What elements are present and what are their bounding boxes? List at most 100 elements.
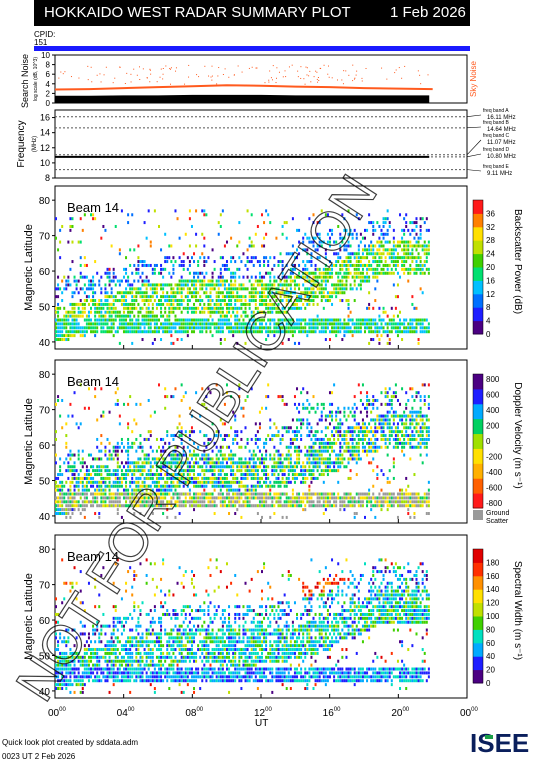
time-axis-label: UT <box>255 718 268 729</box>
frequency-band-pointer <box>466 153 482 158</box>
power-colorbar-segment <box>473 267 483 281</box>
velocity-colorbar-tick: 0 <box>486 437 491 446</box>
width-colorbar-tick: 80 <box>486 625 495 634</box>
width-colorbar-tick: 140 <box>486 585 500 594</box>
width-colorbar-segment <box>473 575 483 590</box>
frequency-ytick-label: 10 <box>40 158 50 168</box>
width-colorbar-segment <box>473 589 483 604</box>
width-colorbar-segment <box>473 669 483 684</box>
width-colorbar-tick: 180 <box>486 558 500 567</box>
width-colorbar-tick: 0 <box>486 679 491 688</box>
width-beam-label: Beam 14 <box>67 549 119 564</box>
timestamp-text: 0023 UT 2 Feb 2026 <box>2 752 76 761</box>
frequency-ytick-label: 12 <box>40 143 50 153</box>
width-colorbar-segment <box>473 642 483 657</box>
width-colorbar-tick: 160 <box>486 572 500 581</box>
power-colorbar-tick: 28 <box>486 236 495 245</box>
frequency-band-pointer <box>466 114 482 118</box>
width-colorbar-segment <box>473 549 483 563</box>
velocity-colorbar-tick: 400 <box>486 406 500 415</box>
noise-ytick-label: 10 <box>41 51 50 60</box>
frequency-band-pointer <box>466 169 482 172</box>
frequency-band-name: freq band D <box>483 147 510 153</box>
power-colorbar-segment <box>473 213 483 228</box>
width-ytick-label: 60 <box>39 616 51 627</box>
width-colorbar-tick: 20 <box>486 666 495 675</box>
width-heatmap-cells <box>55 558 430 694</box>
isee-logo: ISEE <box>470 728 529 758</box>
velocity-colorbar-frame <box>472 373 484 509</box>
plot-title: HOKKAIDO WEST RADAR SUMMARY PLOT <box>44 4 351 21</box>
width-colorbar-tick: 100 <box>486 612 500 621</box>
velocity-colorbar-segment <box>473 374 483 390</box>
width-ylabel: Magnetic Latitude <box>23 573 35 660</box>
velocity-colorbar-segment <box>473 493 483 509</box>
velocity-colorbar-tick: -200 <box>486 453 503 462</box>
frequency-ytick-label: 16 <box>40 113 50 123</box>
search-noise-area <box>55 94 433 103</box>
velocity-colorbar-tick: -400 <box>486 468 503 477</box>
noise-ylabel-sub: log scale (dB, 10^3) <box>33 57 39 101</box>
width-colorbar-segment <box>473 616 483 630</box>
frequency-band-value: 16.11 MHz <box>487 115 516 121</box>
power-colorbar-segment <box>473 253 483 268</box>
velocity-colorbar-tick: 800 <box>486 375 500 384</box>
frequency-band-value: 9.11 MHz <box>487 171 512 177</box>
time-tick-label: 1600 <box>323 707 341 719</box>
power-colorbar-tick: 24 <box>486 250 495 259</box>
sky-noise-label: Sky Noise <box>469 60 478 97</box>
plot-date: 1 Feb 2026 <box>390 4 466 21</box>
frequency-band-value: 14.64 MHz <box>487 127 516 133</box>
cpid-value: 151 <box>34 38 48 47</box>
width-colorbar-segment <box>473 562 483 577</box>
power-colorbar-tick: 0 <box>486 330 491 339</box>
velocity-ytick-label: 50 <box>39 476 51 487</box>
velocity-ylabel: Magnetic Latitude <box>23 398 35 485</box>
frequency-yunit: (MHz) <box>32 136 38 152</box>
noise-ytick-label: 2 <box>46 89 51 98</box>
velocity-colorbar-segment <box>473 463 483 479</box>
velocity-heatmap-cells <box>55 383 430 519</box>
velocity-colorbar-tick: 200 <box>486 422 500 431</box>
frequency-band-name: freq band A <box>483 108 509 114</box>
sky-noise-scatter <box>58 64 429 85</box>
time-tick-label: 0000 <box>460 707 478 719</box>
velocity-beam-label: Beam 14 <box>67 374 119 389</box>
velocity-colorbar-tick: 600 <box>486 391 500 400</box>
frequency-band-pointer <box>466 139 482 156</box>
velocity-ytick-label: 60 <box>39 441 51 452</box>
frequency-panel-frame <box>54 109 468 179</box>
power-colorbar-segment <box>473 320 483 335</box>
power-beam-label: Beam 14 <box>67 200 119 215</box>
power-colorbar-segment <box>473 200 483 214</box>
ground-scatter-label-line2: Scatter <box>486 518 509 525</box>
power-ylabel: Magnetic Latitude <box>23 224 35 311</box>
power-colorbar-tick: 12 <box>486 290 495 299</box>
velocity-colorbar-segment <box>473 418 483 435</box>
width-panel-frame <box>54 534 468 699</box>
width-colorbar-tick: 60 <box>486 639 495 648</box>
noise-ytick-label: 8 <box>46 61 51 70</box>
velocity-colorbar-tick: -800 <box>486 499 503 508</box>
velocity-colorbar-segment <box>473 388 483 405</box>
power-ytick-label: 40 <box>39 338 51 349</box>
noise-ytick-label: 6 <box>46 70 51 79</box>
power-colorbar-tick: 36 <box>486 209 495 218</box>
power-colorbar-tick: 32 <box>486 223 495 232</box>
width-colorbar-segment <box>473 629 483 644</box>
power-colorbar-tick: 4 <box>486 317 491 326</box>
frequency-band-value: 11.07 MHz <box>487 140 516 146</box>
frequency-band-name: freq band B <box>483 120 510 126</box>
power-colorbar-label: Backscatter Power (dB) <box>512 209 523 314</box>
frequency-band-pointer <box>466 126 482 129</box>
power-colorbar-frame <box>472 199 484 335</box>
velocity-colorbar-label: Doppler Velocity (m s⁻¹) <box>512 382 523 488</box>
frequency-ylabel: Frequency <box>16 120 27 167</box>
frequency-band-name: freq band C <box>483 133 510 139</box>
power-ytick-label: 60 <box>39 267 51 278</box>
width-colorbar-tick: 40 <box>486 652 495 661</box>
width-ytick-label: 80 <box>39 545 51 556</box>
power-colorbar-segment <box>473 280 483 295</box>
noise-ytick-label: 0 <box>46 99 51 108</box>
